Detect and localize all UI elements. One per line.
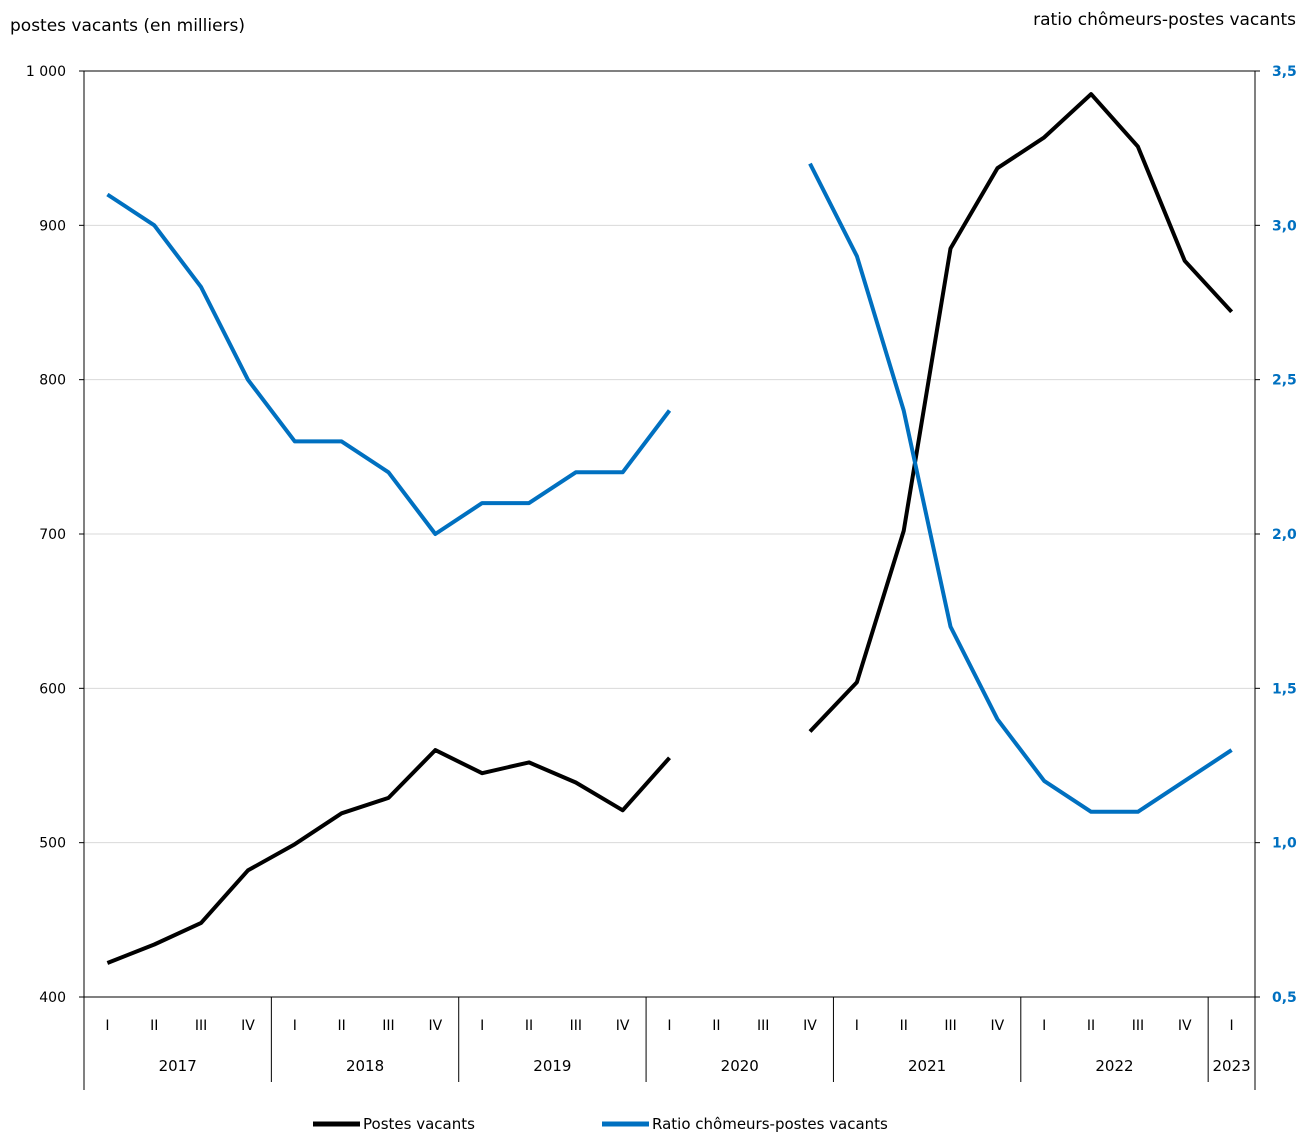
right-tick-label: 3,5 [1272, 64, 1297, 80]
year-label: 2020 [721, 1057, 759, 1075]
quarter-label: IV [241, 1018, 255, 1034]
left-axis-ticks: 400 500 600 700 800 900 1 000 [26, 64, 84, 1006]
gridlines [84, 224, 1255, 844]
quarter-label: III [195, 1018, 207, 1034]
left-tick-label: 500 [39, 836, 66, 852]
quarter-label: II [900, 1018, 908, 1034]
right-tick-label: 2,0 [1272, 527, 1297, 543]
quarter-label: IV [616, 1018, 630, 1034]
axes [83, 70, 1256, 1090]
quarter-label: IV [991, 1018, 1005, 1034]
series-line-0-segment-0 [106, 748, 671, 965]
right-tick-label: 0,5 [1272, 990, 1297, 1006]
series-line-1-segment-0 [106, 192, 672, 536]
quarter-label: III [1132, 1018, 1144, 1034]
left-axis-title: postes vacants (en milliers) [10, 16, 245, 36]
legend-label-ratio: Ratio chômeurs-postes vacants [652, 1115, 888, 1132]
left-tick-label: 600 [39, 681, 66, 697]
series-lines [106, 92, 1234, 965]
right-tick-label: 3,0 [1272, 218, 1297, 234]
year-label: 2022 [1095, 1057, 1133, 1075]
legend-label-postes-vacants: Postes vacants [363, 1115, 475, 1132]
left-tick-label: 400 [39, 990, 66, 1006]
year-label: 2021 [908, 1057, 946, 1075]
right-tick-label: 1,0 [1272, 836, 1297, 852]
left-tick-label: 1 000 [26, 64, 66, 80]
quarter-label: I [105, 1018, 109, 1034]
quarter-label: IV [1178, 1018, 1192, 1034]
right-tick-label: 2,5 [1272, 373, 1297, 389]
quarter-label: I [1230, 1018, 1234, 1034]
quarter-label: II [1087, 1018, 1095, 1034]
quarter-label: II [150, 1018, 158, 1034]
quarter-label: II [525, 1018, 533, 1034]
quarter-label: I [1042, 1018, 1046, 1034]
right-tick-label: 1,5 [1272, 681, 1297, 697]
right-axis-title: ratio chômeurs-postes vacants [1033, 10, 1296, 30]
year-label: 2023 [1212, 1057, 1250, 1075]
quarter-label: IV [803, 1018, 817, 1034]
legend: Postes vacants Ratio chômeurs-postes vac… [313, 1115, 888, 1132]
quarter-label: I [855, 1018, 859, 1034]
quarter-label: I [480, 1018, 484, 1034]
year-label: 2019 [533, 1057, 571, 1075]
left-tick-label: 900 [39, 218, 66, 234]
year-label: 2017 [159, 1057, 197, 1075]
series-line-1-segment-1 [808, 162, 1233, 814]
quarter-label: I [293, 1018, 297, 1034]
right-axis-ticks: 0,5 1,0 1,5 2,0 2,5 3,0 3,5 [1255, 64, 1297, 1006]
quarter-label: I [667, 1018, 671, 1034]
x-axis: I II III IV I II III IV I II III IV I II III IV I II III IV… [105, 997, 1251, 1082]
quarter-label: III [757, 1018, 769, 1034]
quarter-label: IV [428, 1018, 442, 1034]
left-tick-label: 800 [39, 373, 66, 389]
quarter-label: III [944, 1018, 956, 1034]
quarter-label: II [337, 1018, 345, 1034]
left-tick-label: 700 [39, 527, 66, 543]
quarter-label: III [382, 1018, 394, 1034]
year-label: 2018 [346, 1057, 384, 1075]
series-line-0-segment-1 [808, 92, 1234, 733]
quarter-label: III [570, 1018, 582, 1034]
quarter-label: II [712, 1018, 720, 1034]
